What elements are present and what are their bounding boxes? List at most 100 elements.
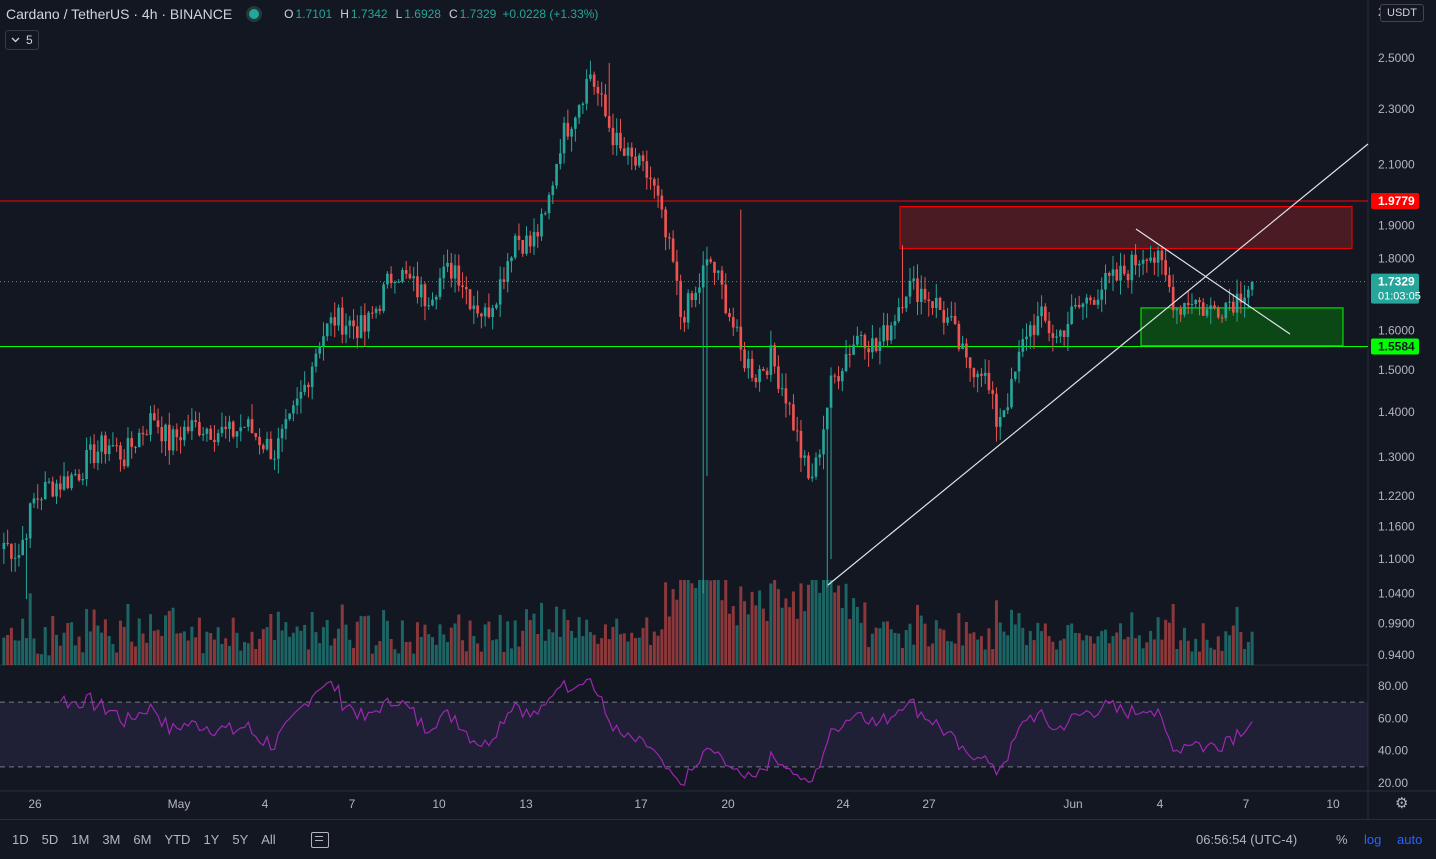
volume-bar	[1145, 642, 1149, 665]
volume-bar	[408, 641, 412, 665]
volume-bar	[171, 607, 175, 665]
candle-body	[968, 357, 972, 369]
candle-body	[423, 284, 427, 307]
candle-body	[611, 127, 615, 146]
candle-body	[1044, 306, 1047, 321]
candle-body	[1164, 260, 1167, 276]
volume-bar	[1130, 612, 1134, 665]
volume-bar	[43, 627, 47, 665]
candle-body	[1216, 308, 1220, 318]
volume-bar	[931, 643, 935, 665]
volume-bar	[972, 632, 976, 665]
volume-bar	[1246, 641, 1250, 665]
volume-bar	[656, 635, 660, 665]
volume-bar	[739, 586, 743, 665]
volume-bar	[2, 637, 6, 665]
candle-body	[1228, 301, 1231, 303]
candle-body	[716, 270, 720, 273]
symbol-title[interactable]: Cardano / TetherUS · 4h · BINANCE	[6, 6, 233, 22]
volume-indicator-toggle[interactable]: 5	[5, 30, 39, 50]
candle-body	[307, 384, 310, 388]
support-zone[interactable]	[1140, 307, 1344, 347]
percent-scale-button[interactable]: %	[1336, 832, 1348, 847]
volume-bar	[446, 642, 450, 665]
candle-body	[51, 481, 55, 497]
volume-bar	[453, 623, 457, 665]
candle-body	[85, 449, 88, 480]
candle-body	[807, 455, 810, 479]
candle-body	[427, 305, 431, 307]
resistance-zone[interactable]	[899, 206, 1353, 249]
volume-bar	[73, 645, 77, 665]
volume-bar	[660, 629, 664, 665]
volume-bar	[1186, 640, 1190, 665]
candle-body	[476, 305, 479, 314]
range-button-6m[interactable]: 6M	[133, 832, 152, 847]
volume-bar	[874, 627, 878, 665]
log-scale-button[interactable]: log	[1364, 832, 1382, 847]
candle-body	[735, 326, 739, 328]
range-button-ytd[interactable]: YTD	[164, 832, 191, 847]
candle-body	[532, 231, 536, 247]
volume-bar	[784, 598, 788, 665]
calendar-range-icon[interactable]	[310, 831, 329, 848]
range-button-1y[interactable]: 1Y	[203, 832, 220, 847]
gear-icon[interactable]: ⚙	[1395, 795, 1409, 812]
volume-bar	[570, 630, 574, 665]
candle-body	[931, 301, 934, 309]
volume-bar	[164, 615, 168, 665]
volume-bar	[773, 580, 777, 665]
candle-body	[987, 372, 991, 391]
volume-bar	[118, 620, 122, 665]
candle-body	[250, 419, 254, 434]
descending-trendline[interactable]	[1135, 228, 1291, 335]
volume-bar	[190, 626, 194, 665]
volume-bar	[750, 591, 754, 665]
volume-bar	[547, 629, 551, 665]
range-button-all[interactable]: All	[261, 832, 276, 847]
rsi-tick-label: 60.00	[1378, 711, 1408, 725]
candle-body	[566, 122, 570, 137]
candle-body	[1077, 304, 1081, 308]
candle-body	[686, 293, 690, 323]
range-button-5d[interactable]: 5D	[41, 832, 59, 847]
range-button-1m[interactable]: 1M	[71, 832, 90, 847]
volume-bar	[55, 634, 59, 665]
volume-bar	[66, 622, 70, 665]
candle-body	[874, 338, 878, 351]
currency-button[interactable]: USDT	[1380, 4, 1424, 22]
volume-bar	[743, 601, 747, 665]
price-axis: 2.5000 2.3000 2.1000 1.9000 1.8000 1.6000 1.50…	[1378, 51, 1415, 662]
volume-bar	[1175, 648, 1179, 665]
candle-body	[359, 315, 363, 338]
price-chart[interactable]: 2.5000 2.3000 2.1000 1.9000 1.8000 1.6000 1.50…	[0, 0, 1436, 819]
candle-body	[683, 316, 686, 323]
clock-time[interactable]: 06:56:54 (UTC-4)	[1196, 832, 1298, 847]
range-button-1d[interactable]: 1D	[12, 832, 29, 847]
candle-body	[348, 320, 352, 326]
candle-body	[728, 313, 731, 318]
candle-body	[325, 323, 329, 337]
volume-bar	[1224, 631, 1228, 665]
range-button-3m[interactable]: 3M	[102, 832, 121, 847]
volume-bar	[62, 632, 66, 665]
volume-bar	[1043, 623, 1047, 665]
volume-bar	[227, 645, 231, 665]
ascending-trendline[interactable]	[827, 143, 1369, 586]
candle-body	[1074, 304, 1077, 307]
candle-body	[961, 343, 964, 350]
auto-scale-button[interactable]: auto	[1397, 832, 1423, 847]
candle-body	[536, 231, 540, 237]
volume-bar	[1164, 619, 1168, 665]
volume-bar	[197, 617, 201, 665]
candle-body	[604, 94, 607, 117]
volume-bar	[1051, 641, 1055, 665]
candle-body	[1235, 293, 1239, 313]
candle-body	[340, 307, 344, 335]
volume-bar	[1025, 645, 1029, 665]
candle-body	[570, 128, 573, 137]
volume-bar	[889, 629, 893, 665]
range-button-5y[interactable]: 5Y	[232, 832, 249, 847]
volume-bar	[400, 620, 404, 665]
market-open-icon	[246, 6, 263, 22]
